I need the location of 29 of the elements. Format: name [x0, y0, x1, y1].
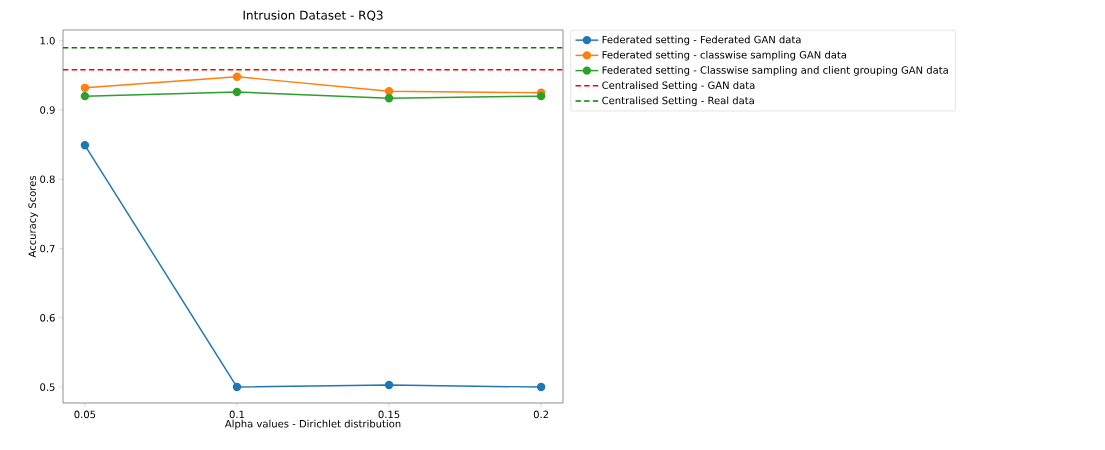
point	[384, 94, 394, 103]
y-tick-label: 0.5	[40, 383, 55, 391]
y-tick-label: 1.0	[40, 36, 55, 45]
x-tick-label: 0.05	[74, 410, 96, 419]
y-tick-label: 0.6	[40, 314, 55, 322]
point	[384, 87, 394, 96]
point	[232, 72, 242, 81]
point	[232, 382, 242, 392]
point	[80, 141, 90, 150]
y-tick-label: 0.8	[40, 175, 55, 184]
legend-label: Federated setting - Classwise sampling and client grouping GAN data	[602, 66, 948, 76]
legend-label: Centralised Setting - Real data	[602, 96, 754, 107]
point	[80, 91, 90, 101]
x-tick-label: 0.15	[378, 410, 400, 419]
point	[536, 91, 546, 101]
y-tick-label: 0.9	[40, 106, 55, 114]
x-tick-label: 0.2	[533, 410, 549, 419]
x-axis-title: Alpha values - Dirichlet distribution	[224, 419, 401, 430]
legend-label: Federated setting - Federated GAN data	[602, 35, 801, 46]
legend-label: Federated setting - classwise sampling GAN data	[602, 50, 847, 61]
point	[384, 380, 394, 390]
x-tick-label: 0.1	[229, 410, 244, 419]
y-tick-label: 0.7	[40, 244, 55, 253]
point	[232, 87, 242, 97]
y-axis-title: Accuracy Scores	[28, 175, 38, 258]
chart-title: Intrusion Dataset - RQ3	[243, 10, 383, 22]
legend-label: Centralised Setting - GAN data	[602, 81, 755, 91]
point	[536, 382, 546, 392]
point	[80, 83, 90, 93]
